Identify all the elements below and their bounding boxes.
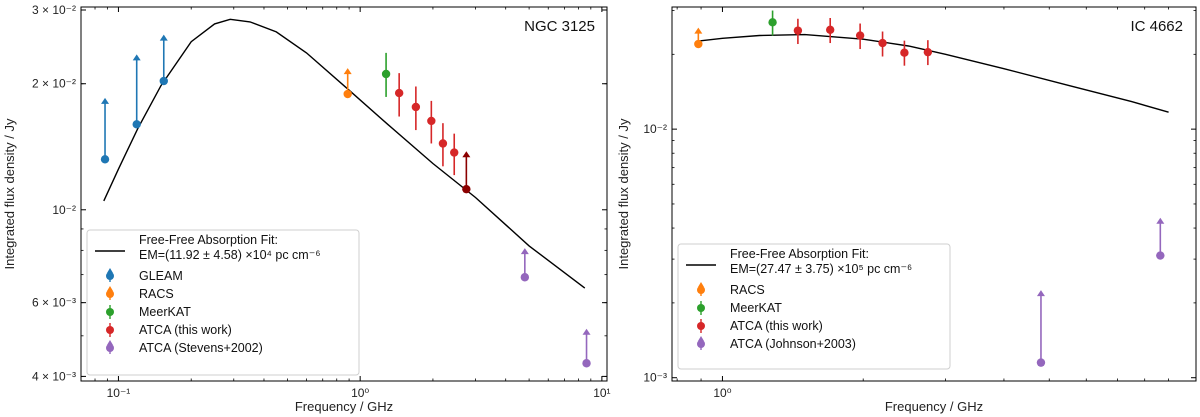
- legend-box: [677, 243, 951, 370]
- point-meerkat: [381, 69, 391, 79]
- legend-entry-label: MeerKAT: [139, 305, 191, 319]
- point-atca-johnson-2003: [1036, 358, 1046, 367]
- legend-marker-arrow: [698, 336, 704, 341]
- point-atca-this-work: [900, 48, 909, 57]
- legend-marker-dot: [106, 344, 114, 352]
- point-atca-this-work: [855, 31, 865, 40]
- arrow-head-racs: [343, 68, 352, 75]
- legend-marker-dot: [106, 272, 114, 280]
- arrow-head-gleam: [101, 97, 110, 104]
- x-tick-label: 10⁰: [351, 386, 369, 400]
- point-racs: [343, 89, 352, 99]
- legend-marker-dot: [697, 286, 705, 294]
- legend-marker-arrow: [107, 268, 113, 273]
- legend-fit-label: Free-Free Absorption Fit:: [139, 233, 278, 247]
- arrow-head-gleam: [132, 54, 141, 61]
- point-atca-this-work: [450, 148, 459, 157]
- y-axis-label: Integrated flux density / Jy: [2, 118, 17, 270]
- legend-fit-annotation: EM=(11.92 ± 4.58) ×10⁴ pc cm⁻⁶: [139, 248, 320, 262]
- legend-entry-label: ATCA (this work): [139, 323, 232, 337]
- panel-title: NGC 3125: [524, 18, 595, 35]
- point-racs: [694, 39, 703, 49]
- point-meerkat: [768, 18, 777, 27]
- point-atca-this-work: [793, 26, 803, 35]
- plot-frame: [671, 6, 1197, 382]
- point-atca-johnson-2003: [1156, 251, 1165, 260]
- plot-frame: [80, 6, 608, 382]
- point-atca-this-work: [394, 88, 404, 98]
- arrow-head-atca-stevens-2002: [582, 328, 591, 335]
- legend-marker-arrow: [107, 340, 113, 345]
- legend-marker-dot: [697, 340, 705, 348]
- legend-entry-label: RACS: [139, 287, 174, 301]
- x-tick-label: 10⁻¹: [107, 386, 131, 400]
- arrow-head-atca-this-work: [462, 151, 471, 158]
- point-gleam: [132, 120, 141, 129]
- y-tick-label: 6 × 10⁻³: [32, 296, 76, 310]
- point-atca-this-work: [438, 139, 448, 148]
- legend-marker-arrow: [698, 282, 704, 287]
- legend-fit-label: Free-Free Absorption Fit:: [730, 247, 869, 261]
- arrow-head-atca-johnson-2003: [1156, 217, 1165, 224]
- arrow-head-gleam: [159, 34, 168, 41]
- panel-ic-4662: IC 4662 Frequency / GHz Integrated flux …: [616, 6, 1197, 414]
- legend-marker-arrow: [107, 286, 113, 291]
- point-atca-stevens-2002: [582, 359, 591, 368]
- y-tick-label: 2 × 10⁻²: [32, 77, 76, 91]
- legend-entry-label: GLEAM: [139, 269, 183, 283]
- legend-box: [86, 229, 360, 376]
- point-atca-this-work: [427, 116, 436, 126]
- point-gleam: [100, 155, 110, 164]
- panel-ngc-3125: NGC 3125 Frequency / GHz Integrated flux…: [2, 3, 611, 414]
- point-atca-this-work: [411, 102, 421, 112]
- x-axis-label: Frequency / GHz: [885, 399, 983, 414]
- y-tick-label: 3 × 10⁻²: [32, 3, 76, 17]
- fit-curve: [698, 33, 1169, 113]
- y-tick-label: 10⁻²: [643, 122, 667, 136]
- point-atca-this-work: [923, 47, 933, 57]
- point-atca-this-work: [462, 184, 471, 194]
- point-atca-stevens-2002: [520, 273, 530, 282]
- arrow-head-racs: [694, 27, 703, 34]
- point-atca-this-work: [878, 38, 887, 48]
- point-atca-this-work: [825, 25, 835, 34]
- legend-marker-dot: [697, 304, 705, 312]
- legend-fit-annotation: EM=(27.47 ± 3.75) ×10⁵ pc cm⁻⁶: [730, 262, 912, 276]
- legend-entry-label: ATCA (Stevens+2002): [139, 341, 263, 355]
- arrow-head-atca-stevens-2002: [520, 248, 529, 255]
- point-gleam: [159, 76, 168, 86]
- arrow-head-atca-johnson-2003: [1036, 290, 1045, 297]
- legend-entry-label: MeerKAT: [730, 301, 782, 315]
- x-tick-label: 10¹: [593, 386, 610, 400]
- panel-title: IC 4662: [1130, 18, 1183, 35]
- x-tick-label: 10⁰: [713, 386, 731, 400]
- legend-marker-dot: [106, 290, 114, 298]
- legend-marker-dot: [106, 326, 114, 334]
- legend-marker-dot: [697, 322, 705, 330]
- legend-entry-label: RACS: [730, 283, 765, 297]
- y-tick-label: 4 × 10⁻³: [32, 369, 76, 383]
- legend-entry-label: ATCA (this work): [730, 319, 823, 333]
- y-tick-label: 10⁻²: [52, 203, 76, 217]
- legend-marker-dot: [106, 308, 114, 316]
- y-tick-label: 10⁻³: [643, 371, 667, 385]
- y-axis-label: Integrated flux density / Jy: [616, 118, 631, 270]
- x-axis-label: Frequency / GHz: [295, 399, 393, 414]
- fit-curve: [103, 18, 586, 289]
- legend-entry-label: ATCA (Johnson+2003): [730, 337, 856, 351]
